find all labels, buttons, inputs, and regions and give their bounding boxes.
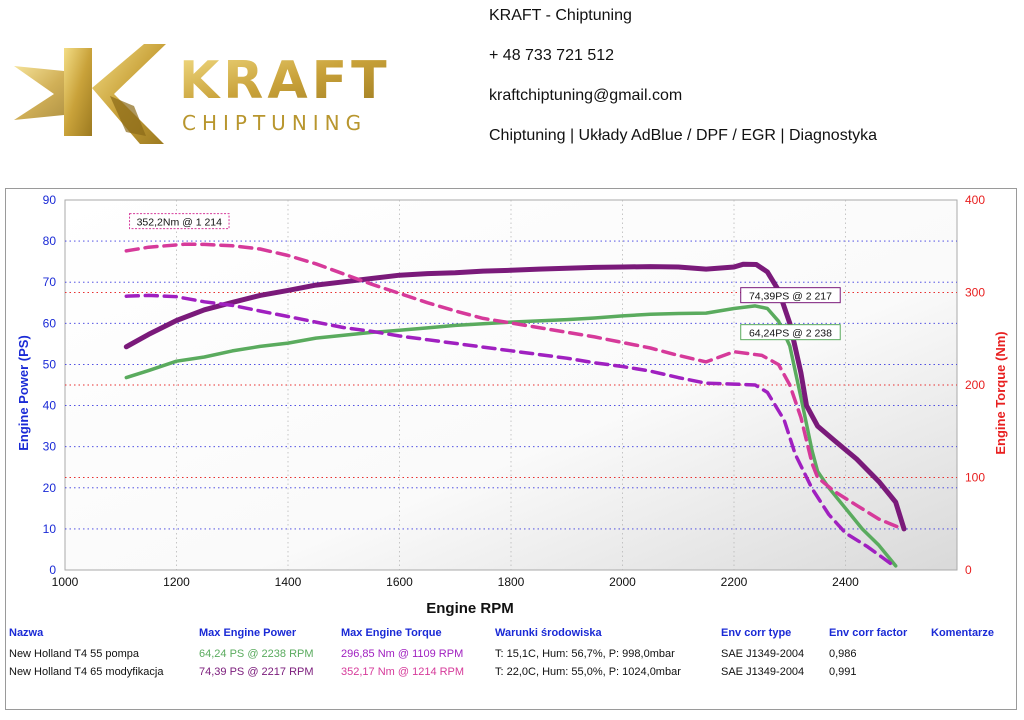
table-row: New Holland T4 65 modyfikacja 74,39 PS @… (7, 666, 1017, 682)
y-left-axis-title: Engine Power (PS) (16, 335, 31, 451)
annotation-text: 352,2Nm @ 1 214 (137, 217, 223, 229)
y-right-axis-title: Engine Torque (Nm) (993, 331, 1008, 454)
row-conditions: T: 22,0C, Hum: 55,0%, P: 1024,0mbar (495, 666, 681, 678)
row-name: New Holland T4 55 pompa (9, 648, 140, 660)
y-right-tick-label: 300 (965, 286, 985, 300)
logo-sub-text: CHIPTUNING (182, 111, 367, 135)
row-corr-type: SAE J1349-2004 (721, 666, 805, 678)
row-max-torque: 296,85 Nm @ 1109 RPM (341, 648, 464, 660)
series-torque-modified (124, 242, 904, 531)
series-torque-original (124, 293, 898, 569)
annotation-box (740, 324, 841, 341)
col-header-conditions: Warunki środowiska (495, 627, 602, 639)
y-right-tick-label: 0 (965, 563, 972, 577)
logo-main-text: KRAFT (179, 51, 391, 111)
y-left-tick-label: 90 (43, 193, 57, 207)
y-left-tick-label: 30 (43, 440, 57, 454)
annotation-torque-modified: 352,2Nm @ 1 214 (129, 213, 230, 230)
col-header-corr-type: Env corr type (721, 627, 792, 639)
y-left-tick-label: 20 (43, 481, 57, 495)
y-left-tick-label: 0 (49, 563, 56, 577)
y-left-tick-label: 80 (43, 234, 57, 248)
x-tick-label: 1400 (275, 575, 302, 589)
y-left-tick-label: 60 (43, 316, 57, 330)
services-line: Chiptuning | Układy AdBlue / DPF / EGR |… (489, 127, 878, 144)
y-right-tick-label: 400 (965, 193, 985, 207)
annotation-power-original: 64,24PS @ 2 238 (740, 324, 841, 341)
x-tick-label: 2000 (609, 575, 636, 589)
x-tick-label: 2200 (721, 575, 748, 589)
annotation-text: 64,24PS @ 2 238 (749, 328, 832, 340)
x-tick-label: 1600 (386, 575, 413, 589)
k-emblem-icon (14, 44, 166, 144)
row-max-power: 74,39 PS @ 2217 RPM (199, 666, 314, 678)
phone-number: + 48 733 721 512 (489, 47, 615, 64)
series-power-modified (123, 261, 907, 532)
y-left-tick-label: 40 (43, 399, 57, 413)
annotation-text: 74,39PS @ 2 217 (749, 291, 832, 303)
x-axis-title: Engine RPM (426, 600, 514, 617)
col-header-power: Max Engine Power (199, 627, 297, 639)
col-header-torque: Max Engine Torque (341, 627, 442, 639)
col-header-comments: Komentarze (931, 627, 994, 639)
row-corr-factor: 0,991 (829, 666, 857, 678)
col-header-corr-factor: Env corr factor (829, 627, 908, 639)
contact-block: KRAFT - Chiptuning + 48 733 721 512 kraf… (489, 6, 877, 166)
dyno-chart: 0 10 20 30 40 50 60 70 80 90 0 100 200 300 400 1000 1200… (16, 193, 1008, 617)
page-header: KRAFT CHIPTUNING KRAFT - Chiptuning + 48… (0, 0, 1024, 180)
x-tick-label: 1800 (498, 575, 525, 589)
row-name: New Holland T4 65 modyfikacja (9, 666, 164, 678)
x-tick-label: 2400 (832, 575, 859, 589)
company-name: KRAFT - Chiptuning (489, 7, 632, 24)
y-left-tick-label: 70 (43, 275, 57, 289)
row-max-power: 64,24 PS @ 2238 RPM (199, 648, 314, 660)
table-header-row: Nazwa Max Engine Power Max Engine Torque… (7, 627, 1017, 643)
x-tick-label: 1200 (163, 575, 190, 589)
y-left-tick-label: 50 (43, 357, 57, 371)
row-conditions: T: 15,1C, Hum: 56,7%, P: 998,0mbar (495, 648, 675, 660)
kraft-logo: KRAFT CHIPTUNING (14, 44, 391, 144)
series-power-original (124, 304, 898, 568)
y-right-tick-label: 200 (965, 378, 985, 392)
annotation-box (129, 213, 230, 230)
x-tick-label: 1000 (52, 575, 79, 589)
row-max-torque: 352,17 Nm @ 1214 RPM (341, 666, 465, 678)
row-corr-type: SAE J1349-2004 (721, 648, 805, 660)
email-address: kraftchiptuning@gmail.com (489, 87, 683, 104)
y-right-tick-label: 100 (965, 471, 985, 485)
dyno-chart-panel: 0 10 20 30 40 50 60 70 80 90 0 100 200 300 400 1000 1200… (5, 188, 1017, 710)
annotation-box (740, 287, 841, 304)
y-left-tick-label: 10 (43, 522, 57, 536)
col-header-name: Nazwa (9, 627, 44, 639)
annotation-power-modified: 74,39PS @ 2 217 (740, 287, 841, 304)
row-corr-factor: 0,986 (829, 648, 857, 660)
table-row: New Holland T4 55 pompa 64,24 PS @ 2238 … (7, 648, 1017, 664)
